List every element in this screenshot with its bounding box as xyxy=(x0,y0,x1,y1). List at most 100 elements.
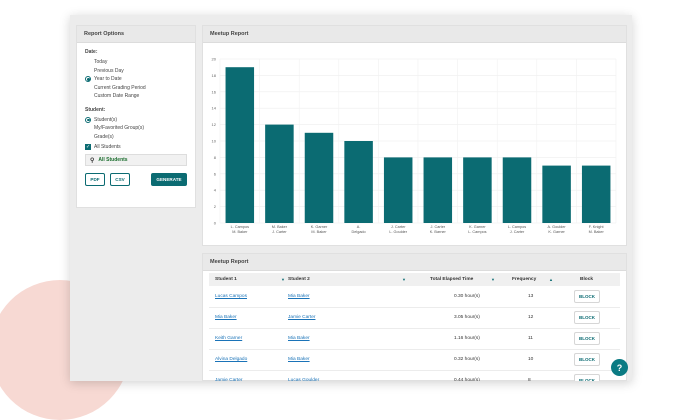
header-student1[interactable]: Student 1 xyxy=(215,277,237,282)
frequency-cell: 13 xyxy=(528,294,534,299)
x-tick-label: K. Garner xyxy=(311,225,328,229)
y-tick-label: 14 xyxy=(212,106,217,111)
date-option[interactable]: Custom Date Range xyxy=(85,92,187,101)
x-tick-label: A. xyxy=(357,225,361,229)
help-button[interactable]: ? xyxy=(611,359,628,376)
table-panel-title: Meetup Report xyxy=(203,254,626,271)
x-tick-label: M. Baker xyxy=(589,230,605,234)
app-window: Report Options Date: Today Previous Day Ye… xyxy=(70,15,632,381)
sort-icon[interactable]: ▼ xyxy=(402,277,406,282)
all-students-checkbox[interactable]: ✓ All Students xyxy=(85,142,187,151)
selected-students-value: All Students xyxy=(98,157,128,163)
sort-icon[interactable]: ▼ xyxy=(281,277,285,282)
table-header: Student 1 ▼ Student 2 ▼ Total Elapsed Ti… xyxy=(209,273,620,286)
elapsed-cell: 3.05 hour(s) xyxy=(454,315,480,320)
table-row: Keith Garner Mia Baker 1.16 hour(s) 11 BLOCK xyxy=(209,329,620,350)
x-tick-label: J. Carter xyxy=(431,225,446,229)
x-tick-label: A. Goulder xyxy=(548,225,567,229)
generate-button[interactable]: GENERATE xyxy=(151,173,187,186)
x-tick-label: Delgado xyxy=(352,230,366,234)
bar xyxy=(463,157,492,223)
y-tick-label: 20 xyxy=(212,57,217,62)
student-option-label: Grade(s) xyxy=(94,133,114,140)
x-tick-label: M. Baker xyxy=(272,225,288,229)
bar xyxy=(502,157,532,223)
student-option[interactable]: My/Favorited Group(s) xyxy=(85,124,187,133)
student2-link[interactable]: Jamie Carter xyxy=(288,315,316,320)
x-tick-label: L. Campos xyxy=(468,230,486,234)
date-option[interactable]: Today xyxy=(85,58,187,67)
chart-panel-title: Meetup Report xyxy=(203,26,626,43)
block-button[interactable]: BLOCK xyxy=(574,290,600,303)
table-row: Mia Baker Jamie Carter 3.05 hour(s) 12 BLOCK xyxy=(209,308,620,329)
y-tick-label: 6 xyxy=(214,171,217,176)
all-students-label: All Students xyxy=(94,143,121,150)
x-tick-label: K. Garner xyxy=(548,230,565,234)
student-label: Student: xyxy=(85,106,106,113)
search-icon: ⚲ xyxy=(90,157,95,164)
student-option[interactable]: Grade(s) xyxy=(85,133,187,142)
radio-icon[interactable] xyxy=(85,93,91,99)
x-tick-label: K. Garner xyxy=(469,225,486,229)
radio-icon[interactable] xyxy=(85,68,91,74)
student-option[interactable]: Student(s) xyxy=(85,116,187,125)
date-option[interactable]: Year to Date xyxy=(85,75,187,84)
student2-link[interactable]: Mia Baker xyxy=(288,357,310,362)
radio-icon[interactable] xyxy=(85,59,91,65)
block-button[interactable]: BLOCK xyxy=(574,353,600,366)
meetup-chart-panel: Meetup Report 0 2 4 6 8 10 12 14 16 18 20 L. Campos… xyxy=(202,25,627,246)
pdf-button[interactable]: PDF xyxy=(85,173,105,186)
date-option[interactable]: Previous Day xyxy=(85,67,187,76)
date-option-label: Current Grading Period xyxy=(94,84,146,91)
x-tick-label: J. Carter xyxy=(510,230,525,234)
block-button[interactable]: BLOCK xyxy=(574,311,600,324)
radio-icon[interactable] xyxy=(85,85,91,91)
y-tick-label: 10 xyxy=(212,139,217,144)
student1-link[interactable]: Alvina Delgado xyxy=(215,357,248,362)
x-tick-label: L. Campos xyxy=(508,225,526,229)
x-tick-label: J. Carter xyxy=(272,230,287,234)
x-tick-label: M. Baker xyxy=(232,230,248,234)
radio-selected-icon[interactable] xyxy=(85,76,91,83)
report-options-panel: Report Options Date: Today Previous Day Ye… xyxy=(76,25,196,208)
y-tick-label: 16 xyxy=(212,89,217,94)
date-option-label: Previous Day xyxy=(94,67,124,74)
date-option[interactable]: Current Grading Period xyxy=(85,84,187,93)
header-elapsed[interactable]: Total Elapsed Time xyxy=(430,277,474,282)
student2-link[interactable]: Lucas Goulder xyxy=(288,378,320,381)
radio-selected-icon[interactable] xyxy=(85,116,91,123)
header-student2[interactable]: Student 2 xyxy=(288,277,310,282)
y-tick-label: 0 xyxy=(214,221,217,226)
student1-link[interactable]: Lucas Campos xyxy=(215,294,247,299)
student1-link[interactable]: Keith Garner xyxy=(215,336,243,341)
block-button[interactable]: BLOCK xyxy=(574,332,600,345)
block-button[interactable]: BLOCK xyxy=(574,374,600,381)
radio-icon[interactable] xyxy=(85,125,91,131)
student2-link[interactable]: Mia Baker xyxy=(288,336,310,341)
radio-icon[interactable] xyxy=(85,134,91,140)
date-option-label: Year to Date xyxy=(94,76,122,83)
x-tick-label: L. Campos xyxy=(231,225,249,229)
elapsed-cell: 0.32 hour(s) xyxy=(454,357,480,362)
selected-students-field[interactable]: ⚲ All Students xyxy=(85,154,187,166)
bar xyxy=(383,157,413,223)
student2-link[interactable]: Mia Baker xyxy=(288,294,310,299)
x-tick-label: M. Baker xyxy=(311,230,327,234)
checkbox-checked-icon: ✓ xyxy=(85,143,91,150)
bar xyxy=(344,141,373,223)
frequency-cell: 11 xyxy=(528,336,533,341)
x-tick-label: J. Carter xyxy=(391,225,406,229)
frequency-cell: 10 xyxy=(528,357,534,362)
elapsed-cell: 0.44 hour(s) xyxy=(454,378,480,381)
student1-link[interactable]: Mia Baker xyxy=(215,315,237,320)
sort-icon[interactable]: ▼ xyxy=(491,277,495,282)
csv-button[interactable]: CSV xyxy=(110,173,130,186)
student1-link[interactable]: Jamie Carter xyxy=(215,378,243,381)
x-tick-label: K. Barner xyxy=(430,230,447,234)
table-row: Jamie Carter Lucas Goulder 0.44 hour(s) 8 BL… xyxy=(209,371,620,381)
header-frequency[interactable]: Frequency xyxy=(512,277,537,282)
sort-icon[interactable]: ▲ xyxy=(549,277,553,282)
date-option-label: Custom Date Range xyxy=(94,93,140,100)
y-tick-label: 18 xyxy=(212,73,217,78)
